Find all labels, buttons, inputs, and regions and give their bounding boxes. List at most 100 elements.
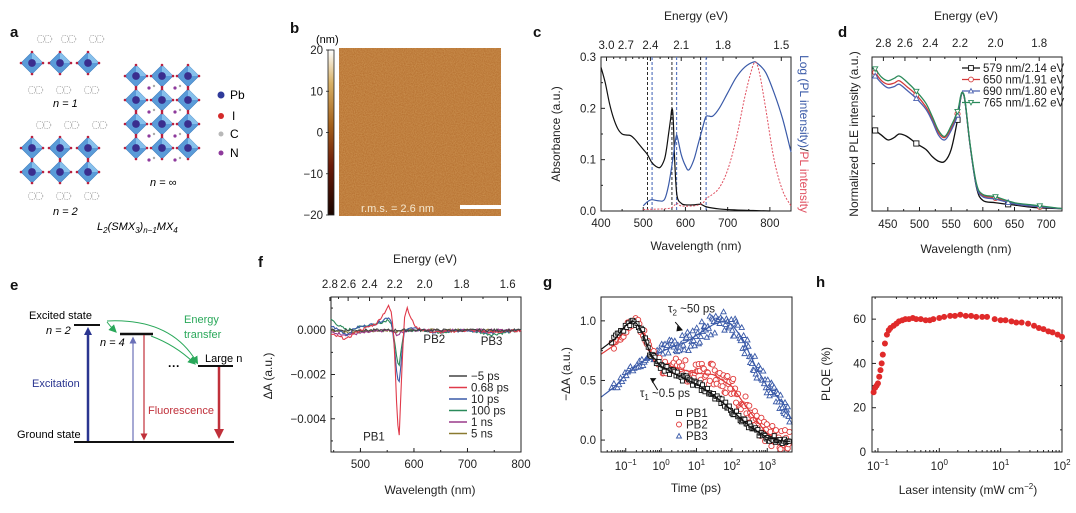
legend-label: −5 ps <box>471 371 500 383</box>
kinetics-data-point <box>758 414 765 421</box>
structure-label-n1: n = 1 <box>53 98 78 110</box>
g-plot-area: 10−1 100 101 102 103 0.0 0.5 1.0 τ2 ~50 ps τ1 ~0.… <box>580 296 793 473</box>
i-atom <box>197 74 201 78</box>
panel-e: e Excited state n = 2 n = 4 Large n ··· … <box>10 277 242 443</box>
legend-label: PB3 <box>686 431 708 443</box>
top-tick-label: 2.4 <box>922 38 939 50</box>
i-atom <box>186 85 190 89</box>
octahedron-face <box>136 65 147 76</box>
colorbar-tick-label: −20 <box>303 210 323 222</box>
i-atom <box>30 157 34 161</box>
kinetics-data-point <box>778 404 786 411</box>
kinetics-data-point <box>661 368 667 374</box>
top-tick-label: 1.5 <box>773 40 789 52</box>
top-tick-label: 2.7 <box>618 40 634 52</box>
y-tick-label: 0.0 <box>580 206 596 218</box>
plqe-data-point <box>984 313 991 320</box>
organic-ring <box>88 35 98 43</box>
i-atom <box>47 170 51 174</box>
n-atom <box>147 86 151 90</box>
i-atom <box>171 98 175 102</box>
y-tick-label: −0.002 <box>291 370 327 382</box>
panel-label-f: f <box>258 254 264 271</box>
d-x-axis-label: Wavelength (nm) <box>921 242 1012 256</box>
plqe-data-point <box>1018 319 1025 326</box>
plqe-data-point <box>876 373 883 380</box>
octahedron-face <box>188 89 199 100</box>
octahedron-face <box>136 89 147 100</box>
panel-label-h: h <box>816 274 825 291</box>
i-atom <box>30 50 34 54</box>
c-plot-area: 400 500 600 700 800 0.0 0.1 0.2 0.33.0 2.7 2.4 2.1 1… <box>580 40 792 230</box>
d-plot-area: 450 500 550 600 650 700 2.8 2.6 2.4 2.2 2.0 1.8 579 … <box>871 38 1065 231</box>
pb-atom <box>184 120 192 128</box>
ta-series-line <box>330 303 522 436</box>
legend-marker <box>967 87 975 94</box>
pb-atom <box>158 144 166 152</box>
i-atom <box>123 122 127 126</box>
pb-atom-icon <box>217 91 225 99</box>
x-tick-label: 100 <box>652 458 670 473</box>
y-tick-label: 0.2 <box>580 103 596 115</box>
panel-label-a: a <box>10 24 19 41</box>
kinetics-data-point <box>723 399 729 405</box>
organic-ring <box>62 192 72 200</box>
kinetics-data-point <box>693 324 701 331</box>
c-y2-axis-label: Log (PL intensity)/PL intensity <box>797 55 811 213</box>
organic-ring <box>27 192 37 200</box>
plot-frame <box>600 56 792 212</box>
ple-data-marker <box>1036 203 1044 210</box>
y-tick-label: 60 <box>853 314 866 326</box>
x-tick-label: 100 <box>931 458 949 473</box>
i-atom <box>134 85 138 89</box>
kinetics-data-point <box>720 308 727 315</box>
ple-series-line <box>874 68 1063 210</box>
octahedron-face <box>32 52 43 63</box>
i-atom <box>134 87 138 91</box>
crystal-structures <box>19 35 201 200</box>
legend-label: 650 nm/1.91 eV <box>983 75 1065 87</box>
atom-legend: Pb I C N <box>217 88 245 160</box>
pb-atom <box>132 96 140 104</box>
c-atom <box>178 156 182 160</box>
plqe-data-point <box>1013 319 1020 326</box>
i-atom <box>75 146 79 150</box>
i-atom <box>19 146 23 150</box>
x-tick-label: 600 <box>973 219 992 231</box>
i-atom <box>30 181 34 185</box>
octahedron-face <box>136 137 147 148</box>
i-atom <box>160 63 164 67</box>
x-tick-label: 800 <box>511 459 530 471</box>
pb2-annotation: PB2 <box>423 334 445 346</box>
kinetics-data-point <box>679 341 687 348</box>
organic-ring <box>98 121 108 129</box>
pb-atom <box>184 72 192 80</box>
octahedron-face <box>60 161 71 172</box>
kinetics-data-point <box>748 359 756 367</box>
kinetics-data-point <box>627 323 633 328</box>
x-tick-label: 10−1 <box>615 458 637 473</box>
f-y-axis-label: ΔA (a.u.) <box>261 353 275 400</box>
legend-label: PB1 <box>686 408 708 420</box>
top-tick-label: 1.8 <box>1031 38 1047 50</box>
pb-atom <box>84 144 92 152</box>
panel-f: f Energy (eV) 500 600 700 800 0.000 −0.002 −0.… <box>258 252 531 497</box>
i-atom <box>134 111 138 115</box>
transfer-arrow-n2-large <box>106 320 199 365</box>
plqe-data-point <box>1002 317 1009 324</box>
ellipsis: ··· <box>168 359 180 373</box>
n4-label: n = 4 <box>100 337 125 349</box>
plot-frame <box>600 296 793 453</box>
octahedron-face <box>162 89 173 100</box>
f-top-axis-label: Energy (eV) <box>393 252 457 266</box>
plqe-data-point <box>874 380 881 387</box>
i-atom <box>58 50 62 54</box>
legend-marker <box>968 76 974 83</box>
i-atom <box>69 61 73 65</box>
tau2-arrow <box>674 321 683 331</box>
top-tick-label: 2.4 <box>362 279 379 291</box>
top-tick-label: 1.8 <box>454 279 470 291</box>
legend-label: 690 nm/1.80 eV <box>983 86 1065 98</box>
ple-series-line <box>874 75 1063 210</box>
kinetics-data-point <box>671 337 679 344</box>
